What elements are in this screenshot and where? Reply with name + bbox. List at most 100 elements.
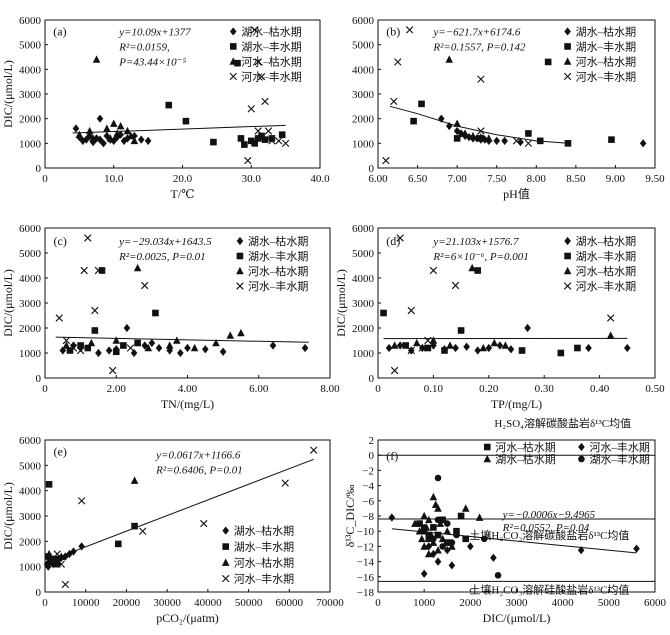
legend-label: 河水–丰水期 xyxy=(576,280,637,293)
data-point xyxy=(92,307,99,314)
data-point xyxy=(262,98,269,105)
data-point xyxy=(262,136,269,143)
y-tick-label: −6 xyxy=(362,496,374,508)
y-tick-label: 1000 xyxy=(352,348,375,360)
data-point xyxy=(95,349,102,357)
data-point xyxy=(93,55,101,62)
x-tick-label: 0.50 xyxy=(645,383,665,395)
equation-text: R²=0.0025, P=0.01 xyxy=(118,251,206,263)
panel-label: (b) xyxy=(386,24,400,38)
data-point xyxy=(478,76,485,83)
data-point xyxy=(145,137,152,145)
y-tick-label: 0 xyxy=(36,163,42,175)
legend-label: 河水–枯水期 xyxy=(234,556,295,570)
x-tick-label: 2.00 xyxy=(107,383,127,395)
legend-label: 河水–枯水期 xyxy=(241,54,302,68)
data-point xyxy=(607,331,615,338)
data-point xyxy=(110,120,118,127)
data-point xyxy=(270,341,277,349)
legend-label: 湖水–枯水期 xyxy=(495,452,556,466)
y-tick-label: 1000 xyxy=(19,348,42,360)
data-point xyxy=(115,541,122,548)
y-tick-label: 6000 xyxy=(19,15,42,27)
y-tick-label: 5000 xyxy=(352,40,375,52)
legend-marker xyxy=(484,444,491,451)
y-axis-label: DIC/(μmol/L) xyxy=(1,269,15,337)
data-point xyxy=(165,102,172,109)
y-tick-label: 0 xyxy=(36,373,42,385)
x-tick-label: 7.00 xyxy=(448,173,468,185)
legend-marker xyxy=(578,443,585,451)
data-point xyxy=(449,539,456,546)
y-tick-label: 3000 xyxy=(352,89,375,101)
data-point xyxy=(449,561,456,569)
x-tick-label: 40.0 xyxy=(310,173,330,185)
panel-label: (e) xyxy=(54,445,67,459)
legend-marker xyxy=(564,267,572,274)
y-tick-label: 5000 xyxy=(352,248,375,260)
x-tick-label: 6.50 xyxy=(408,173,428,185)
data-point xyxy=(525,130,532,137)
data-point xyxy=(62,581,69,588)
data-point xyxy=(446,341,454,348)
y-tick-label: 0 xyxy=(369,373,375,385)
data-point xyxy=(156,344,163,352)
data-point xyxy=(106,346,113,354)
reference-line-label: H₂SO₄溶解碳酸盐岩δ¹³C均值 xyxy=(494,416,631,430)
equation-text: y=21.103x+1576.7 xyxy=(432,236,519,248)
data-point xyxy=(410,118,417,125)
legend-marker xyxy=(483,455,491,462)
data-point xyxy=(439,543,446,550)
equation-text: R²=0.1557, P=0.142 xyxy=(432,41,526,53)
data-point xyxy=(238,135,245,142)
data-point xyxy=(633,545,640,553)
legend-label: 湖水–丰水期 xyxy=(234,541,295,554)
y-tick-label: 4000 xyxy=(19,486,42,498)
x-tick-label: 0 xyxy=(42,383,48,395)
x-tick-label: 0 xyxy=(42,173,48,185)
y-tick-label: −14 xyxy=(357,557,375,569)
y-tick-label: −10 xyxy=(357,526,375,538)
legend-marker xyxy=(236,267,244,274)
series-a-2 xyxy=(76,55,139,144)
legend-label: 湖水–丰水期 xyxy=(589,453,650,466)
x-tick-label: 8.00 xyxy=(527,173,547,185)
y-tick-label: 4000 xyxy=(19,273,42,285)
data-point xyxy=(191,344,199,351)
data-point xyxy=(282,480,289,487)
x-axis-label: TN/(mg/L) xyxy=(161,397,214,411)
data-point xyxy=(113,348,120,355)
data-point xyxy=(445,55,453,62)
y-tick-label: −2 xyxy=(362,465,374,477)
series-e-1 xyxy=(45,481,138,567)
data-point xyxy=(406,27,413,34)
y-tick-label: 2000 xyxy=(352,114,375,126)
data-point xyxy=(420,512,428,519)
y-tick-label: 6000 xyxy=(19,435,42,447)
data-point xyxy=(131,349,138,357)
x-tick-label: 0.40 xyxy=(590,383,610,395)
x-tick-label: 9.50 xyxy=(645,173,665,185)
panel-label: (f) xyxy=(386,449,398,463)
legend-label: 湖水–枯水期 xyxy=(248,234,309,248)
legend-label: 河水–枯水期 xyxy=(576,264,637,278)
data-point xyxy=(255,128,262,135)
reference-line-label: 土壤H₂CO₃溶解硅酸盐岩δ¹³C均值 xyxy=(469,582,629,596)
data-point xyxy=(84,235,91,242)
y-axis-label: DIC/(μmol/L) xyxy=(334,269,348,337)
regression-line xyxy=(56,337,309,342)
x-tick-label: 4.00 xyxy=(178,383,198,395)
data-point xyxy=(519,347,526,354)
legend-marker xyxy=(222,559,230,566)
data-point xyxy=(86,127,94,134)
data-point xyxy=(430,493,438,500)
data-point xyxy=(525,140,532,147)
legend-label: 河水–丰水期 xyxy=(589,441,650,454)
y-tick-label: 6000 xyxy=(352,223,375,235)
data-point xyxy=(97,115,104,123)
data-point xyxy=(430,267,437,274)
data-point xyxy=(421,524,428,531)
data-point xyxy=(430,524,437,531)
y-tick-label: 0 xyxy=(36,587,42,599)
x-tick-label: 6.00 xyxy=(249,383,269,395)
